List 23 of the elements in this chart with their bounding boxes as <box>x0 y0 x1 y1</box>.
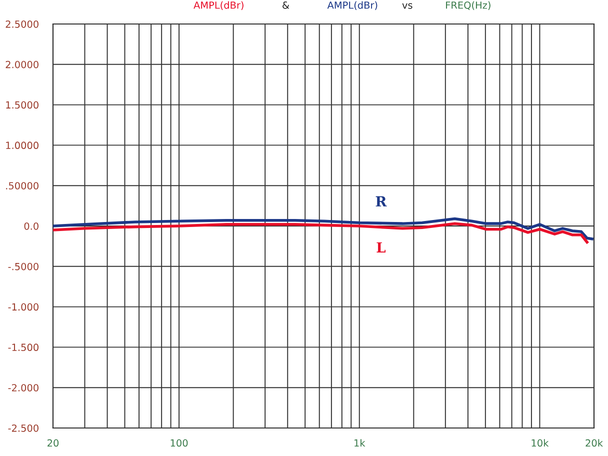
x-tick-label: 1k <box>354 439 366 446</box>
y-tick-label: .50000 <box>6 182 38 190</box>
y-tick-label: -1.000 <box>8 303 38 311</box>
y-tick-label: 2.5000 <box>6 20 38 28</box>
text: AMPL(dBr) <box>327 1 378 10</box>
y-tick-label: 0.0 <box>24 222 38 230</box>
y-tick-label: -2.000 <box>8 384 38 392</box>
series-label: R <box>376 196 387 206</box>
x-tick-label: 10k <box>532 439 549 447</box>
x-tick-label: 100 <box>170 439 188 447</box>
text: FREQ(Hz) <box>446 1 490 10</box>
text: vs <box>402 3 412 9</box>
y-tick-label: 2.0000 <box>6 60 38 68</box>
series-label: L <box>376 242 386 252</box>
y-tick-label: -2.500 <box>8 424 38 432</box>
y-tick-label: -1.500 <box>8 344 38 352</box>
x-tick-label: 20k <box>586 439 603 447</box>
y-tick-label: 1.5000 <box>6 101 38 109</box>
y-tick-label: 1.0000 <box>6 142 38 150</box>
text: & <box>282 1 290 9</box>
text: AMPL(dBr) <box>194 1 244 10</box>
x-tick-label: 20 <box>48 439 59 447</box>
y-tick-label: -.5000 <box>8 262 38 270</box>
